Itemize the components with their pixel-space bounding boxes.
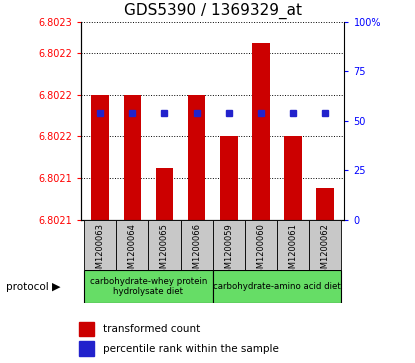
Bar	[156, 168, 173, 220]
Text: GSM1200065: GSM1200065	[160, 223, 169, 279]
Bar	[213, 220, 245, 270]
Bar	[116, 220, 149, 270]
Bar	[213, 270, 341, 303]
Text: GSM1200064: GSM1200064	[128, 223, 137, 279]
Text: transformed count: transformed count	[103, 324, 200, 334]
Text: GSM1200060: GSM1200060	[256, 223, 266, 279]
Bar	[220, 136, 238, 220]
Bar	[252, 42, 270, 220]
Bar	[277, 220, 309, 270]
Bar	[284, 136, 302, 220]
Bar	[309, 220, 341, 270]
Text: percentile rank within the sample: percentile rank within the sample	[103, 344, 278, 354]
Bar	[78, 342, 93, 356]
Bar	[181, 220, 213, 270]
Bar	[124, 95, 141, 220]
Bar	[316, 188, 334, 220]
Text: protocol: protocol	[6, 282, 49, 292]
Text: GSM1200059: GSM1200059	[224, 223, 233, 279]
Text: carbohydrate-amino acid diet: carbohydrate-amino acid diet	[213, 282, 341, 291]
Bar	[84, 270, 213, 303]
Text: carbohydrate-whey protein
hydrolysate diet: carbohydrate-whey protein hydrolysate di…	[90, 277, 207, 297]
Text: GSM1200062: GSM1200062	[321, 223, 330, 279]
Text: GSM1200066: GSM1200066	[192, 223, 201, 279]
Bar	[245, 220, 277, 270]
Bar	[84, 220, 116, 270]
Bar	[149, 220, 181, 270]
Title: GDS5390 / 1369329_at: GDS5390 / 1369329_at	[124, 3, 302, 19]
Bar	[78, 322, 93, 337]
Bar	[188, 95, 205, 220]
Bar	[91, 95, 109, 220]
Text: GSM1200061: GSM1200061	[288, 223, 298, 279]
Text: ▶: ▶	[52, 282, 60, 292]
Text: GSM1200063: GSM1200063	[96, 223, 105, 279]
